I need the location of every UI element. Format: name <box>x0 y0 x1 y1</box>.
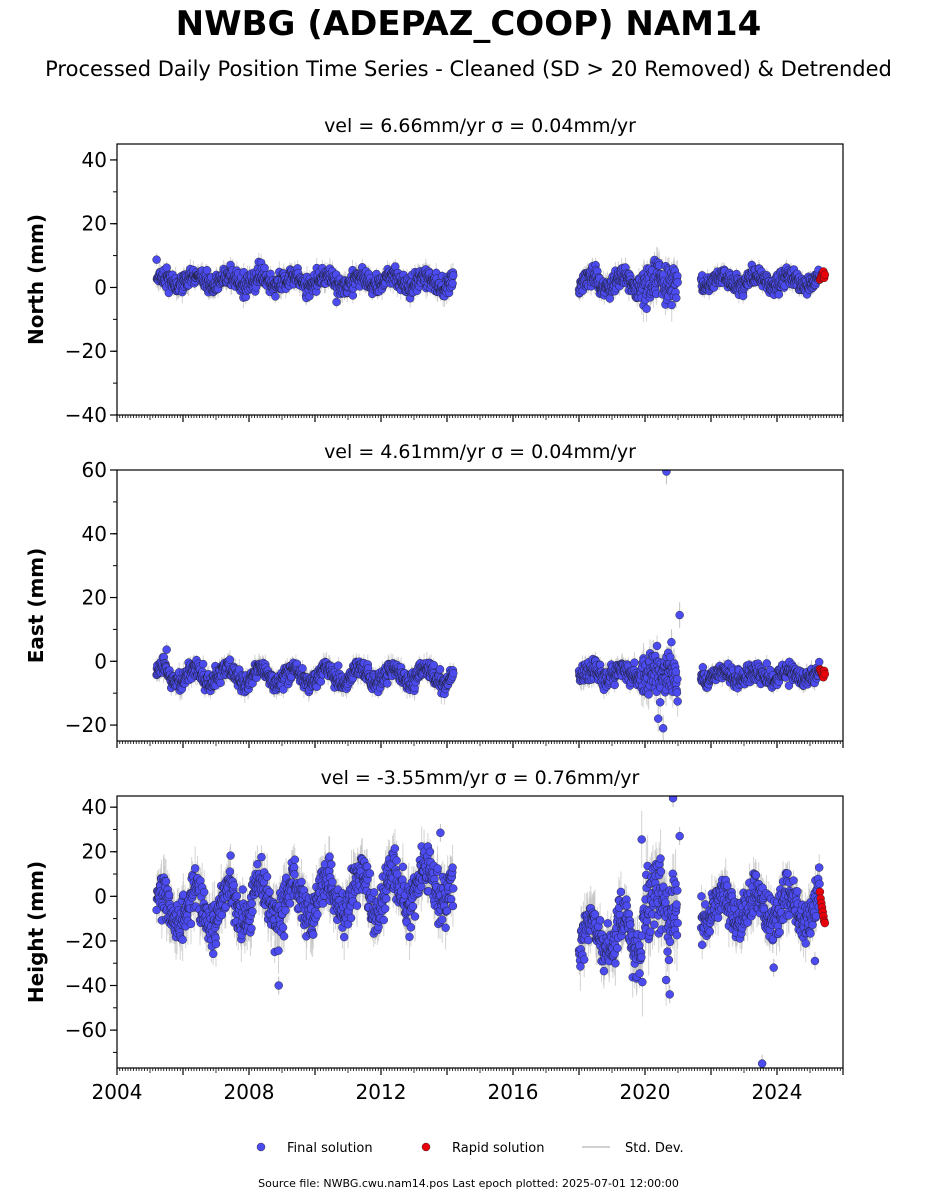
y-tick-label: −40 <box>65 403 107 427</box>
final-point <box>672 293 681 303</box>
final-point <box>774 290 784 299</box>
final-point <box>449 271 458 280</box>
y-tick-label: 40 <box>82 148 107 172</box>
final-point <box>673 278 682 287</box>
y-tick-label: 0 <box>94 275 107 299</box>
rapid-solution-points <box>815 267 830 284</box>
y-axis-label: North (mm) <box>24 214 48 345</box>
final-point <box>162 645 171 654</box>
final-point <box>152 255 161 264</box>
final-point <box>260 263 269 273</box>
chart-subtitle: Processed Daily Position Time Series - C… <box>45 57 892 81</box>
final-point <box>198 659 208 669</box>
final-point <box>162 263 171 272</box>
final-point <box>448 279 457 288</box>
final-point <box>642 304 651 313</box>
final-point <box>225 655 235 664</box>
y-tick-label: −20 <box>65 339 107 363</box>
final-point <box>332 297 341 307</box>
final-solution-points <box>152 255 824 313</box>
final-point <box>216 678 225 688</box>
final-point <box>738 291 748 301</box>
final-point <box>271 292 280 301</box>
rapid-point <box>820 270 830 279</box>
final-point <box>667 300 676 310</box>
y-tick-label: 20 <box>82 212 107 236</box>
final-point <box>202 266 212 275</box>
chart-title: NWBG (ADEPAZ_COOP) NAM14 <box>175 4 762 44</box>
std-dev-bars <box>156 470 821 741</box>
panel-title: vel = 6.66mm/yr σ = 0.04mm/yr <box>324 115 636 137</box>
final-solution-points <box>152 470 824 733</box>
final-point <box>348 291 358 300</box>
